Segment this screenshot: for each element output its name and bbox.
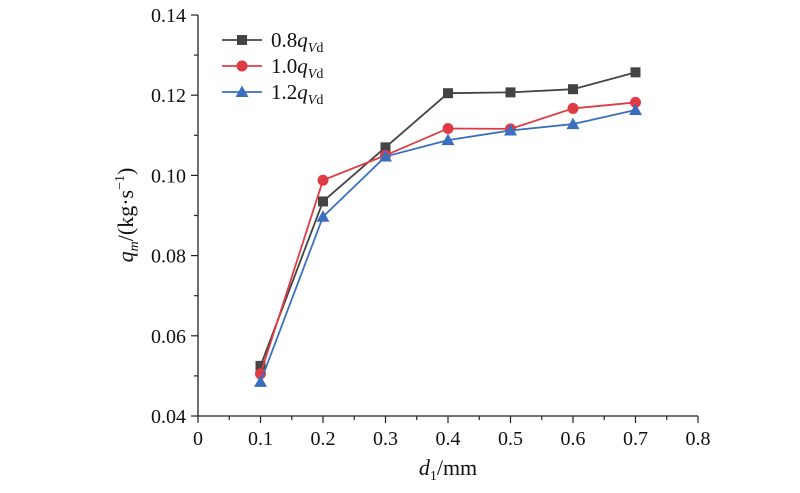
series-line [259,71,636,367]
series-layer [254,67,642,387]
legend-label-prefix: 1.0 [271,54,297,78]
x-axis-title-sub: 1 [430,469,437,484]
y-tick-label: 0.10 [151,165,186,187]
x-tick-label: 0.3 [373,428,398,450]
data-point [505,87,516,98]
legend-label: 0.8qVd [271,28,323,56]
data-point [379,150,392,162]
data-point [318,196,328,207]
x-axis-title-unit: /mm [437,455,477,480]
y-axis-title-close: ) [113,168,138,175]
y-axis-title-var: q [113,251,138,262]
data-point [443,88,453,99]
data-point [316,210,330,222]
legend-label: 1.2qVd [271,80,323,108]
x-tick-label: 0.1 [248,428,273,450]
x-axis-title-var: d [419,455,431,480]
series-0 [255,67,641,371]
data-point [317,174,329,186]
x-tick-label: 0.8 [686,428,711,450]
legend-marker [237,35,247,45]
legend-item: 1.0qVd [222,54,323,82]
data-point [380,142,391,153]
data-point [504,123,517,136]
series-2 [254,103,642,387]
x-tick-label: 0.2 [311,428,336,450]
x-tick-label: 0 [193,428,203,450]
x-tick-label: 0.7 [623,428,648,450]
legend-marker [235,85,249,97]
legend-label: 1.0qVd [271,54,323,82]
data-point [442,122,454,134]
legend-label-prefix: 0.8 [271,28,297,52]
legend-marker [236,60,248,72]
y-ticks: 0.04 0.06 0.08 0.10 0.12 0.14 [151,5,198,428]
y-axis-title: qm/(kg·s−1) [113,168,142,263]
x-tick-label: 0.4 [436,428,461,450]
series-line [259,109,636,383]
data-point [441,133,455,146]
y-tick-label: 0.12 [151,85,186,107]
data-point [567,102,579,114]
y-tick-label: 0.14 [151,5,186,27]
y-axis-title-sup: −1 [113,175,128,190]
legend-label-sub: Vd [308,41,324,56]
data-point [255,360,266,371]
x-tick-label: 0.6 [561,428,586,450]
data-point [629,103,642,116]
legend-label-var: q [297,80,308,104]
x-ticks: 0 0.1 0.2 0.3 0.4 0.5 0.6 0.7 0.8 [193,416,711,450]
y-axis-title-sub: m [127,241,142,251]
legend-label-prefix: 1.2 [271,80,297,104]
y-tick-label: 0.08 [151,246,186,268]
data-point [254,375,267,387]
data-point [630,96,641,108]
y-tick-label: 0.06 [151,326,186,348]
y-tick-label: 0.04 [151,406,186,428]
data-point [568,84,578,95]
legend-label-sub: Vd [308,93,324,108]
x-tick-label: 0.5 [498,428,523,450]
legend-label-var: q [297,28,308,52]
y-axis-title-unit: /(kg·s [113,190,138,241]
legend-label-var: q [297,54,308,78]
legend-label-sub: Vd [308,67,324,82]
data-point [566,117,580,130]
legend-item: 0.8qVd [222,28,323,56]
x-axis-title: d1/mm [419,455,477,484]
legend-item: 1.2qVd [222,80,323,108]
data-point [630,67,641,78]
